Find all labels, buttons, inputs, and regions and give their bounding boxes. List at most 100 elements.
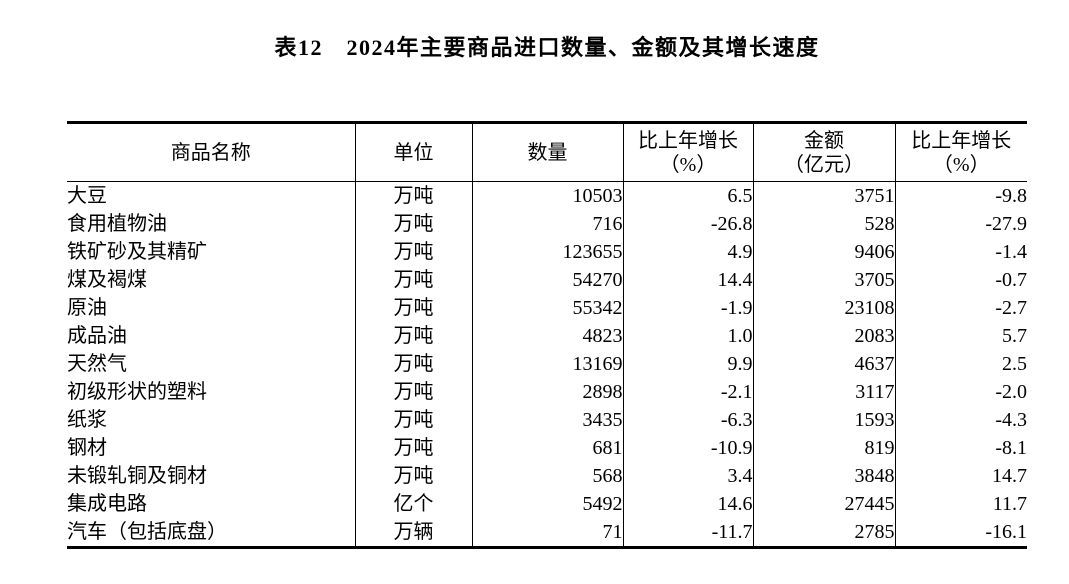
value-cell: 23108 [753,294,896,322]
commodity-name-cell: 钢材 [67,434,356,462]
commodity-name-cell: 铁矿砂及其精矿 [67,238,356,266]
value-cell: 1593 [753,406,896,434]
table-row: 纸浆 万吨 3435 -6.3 1593 -4.3 [67,406,1027,434]
table-row: 食用植物油 万吨 716 -26.8 528 -27.9 [67,210,1027,238]
value-growth-cell: -0.7 [995,269,1027,291]
quantity-growth-cell: 1.0 [623,322,754,350]
header-line: （亿元） [784,153,864,176]
col-header-commodity-name: 商品名称 [67,122,356,182]
page-title: 表12 2024年主要商品进口数量、金额及其增长速度 [274,35,820,60]
value-cell: 27445 [753,490,896,518]
unit-cell: 万吨 [355,322,473,350]
unit-cell: 万吨 [355,406,473,434]
value-growth-cell: -4.3 [995,409,1027,431]
value-cell: 2083 [753,322,896,350]
commodity-name-cell: 食用植物油 [67,210,356,238]
quantity-growth-cell: -6.3 [623,406,754,434]
quantity-cell: 2898 [472,378,624,406]
quantity-cell: 681 [472,434,624,462]
value-growth-cell: 5.7 [1002,325,1027,347]
header-line: （%） [659,153,717,176]
unit-cell: 亿个 [355,490,473,518]
quantity-cell: 54270 [472,266,624,294]
table-row: 汽车（包括底盘） 万辆 71 -11.7 2785 -16.1 [67,518,1027,548]
quantity-growth-cell: -26.8 [623,210,754,238]
quantity-growth-cell: 14.6 [623,490,754,518]
commodity-name-cell: 集成电路 [67,490,356,518]
table-row: 铁矿砂及其精矿 万吨 123655 4.9 9406 -1.4 [67,238,1027,266]
value-growth-cell: 11.7 [992,493,1027,515]
value-cell: 3117 [753,378,896,406]
header-line: 比上年增长 [911,129,1012,152]
import-commodities-table: 商品名称 单位 数量 比上年增长 （%） 金额 （亿元） 比上年增长 （%） 大豆 万… [67,121,1027,549]
table-row: 煤及褐煤 万吨 54270 14.4 3705 -0.7 [67,266,1027,294]
unit-cell: 万吨 [355,462,473,490]
quantity-cell: 10503 [472,181,624,210]
value-growth-cell: -2.7 [995,297,1027,319]
header-row: 商品名称 单位 数量 比上年增长 （%） 金额 （亿元） 比上年增长 （%） [67,122,1027,182]
quantity-growth-cell: 14.4 [623,266,754,294]
value-growth-cell: -9.8 [995,185,1027,207]
commodity-name-cell: 未锻轧铜及铜材 [67,462,356,490]
table-row: 未锻轧铜及铜材 万吨 568 3.4 3848 14.7 [67,462,1027,490]
value-cell: 2785 [753,518,896,548]
commodity-name-cell: 初级形状的塑料 [67,378,356,406]
quantity-cell: 716 [472,210,624,238]
quantity-cell: 4823 [472,322,624,350]
value-growth-cell: 14.7 [992,465,1027,487]
col-header-value: 金额 （亿元） [753,122,896,182]
unit-cell: 万吨 [355,210,473,238]
commodity-name-cell: 大豆 [67,181,356,210]
quantity-cell: 123655 [472,238,624,266]
quantity-growth-cell: 3.4 [623,462,754,490]
table-row: 原油 万吨 55342 -1.9 23108 -2.7 [67,294,1027,322]
quantity-cell: 568 [472,462,624,490]
table-row: 钢材 万吨 681 -10.9 819 -8.1 [67,434,1027,462]
table-row: 成品油 万吨 4823 1.0 2083 5.7 [67,322,1027,350]
unit-cell: 万吨 [355,181,473,210]
unit-cell: 万吨 [355,266,473,294]
value-growth-cell: -8.1 [995,437,1027,459]
commodity-name-cell: 成品油 [67,322,356,350]
col-header-unit: 单位 [355,122,473,182]
value-cell: 3705 [753,266,896,294]
table-row: 天然气 万吨 13169 9.9 4637 2.5 [67,350,1027,378]
table-row: 初级形状的塑料 万吨 2898 -2.1 3117 -2.0 [67,378,1027,406]
header-line: 单位 [393,141,434,164]
unit-cell: 万吨 [355,434,473,462]
header-line: 金额 [804,129,844,152]
commodity-name-cell: 汽车（包括底盘） [67,518,356,548]
quantity-growth-cell: 6.5 [623,181,754,210]
col-header-quantity-growth: 比上年增长 （%） [623,122,754,182]
quantity-growth-cell: -10.9 [623,434,754,462]
value-growth-cell: -27.9 [985,213,1027,235]
quantity-cell: 3435 [472,406,624,434]
commodity-name-cell: 天然气 [67,350,356,378]
quantity-growth-cell: 4.9 [623,238,754,266]
table-row: 集成电路 亿个 5492 14.6 27445 11.7 [67,490,1027,518]
value-cell: 3751 [753,181,896,210]
value-growth-cell: 2.5 [1002,353,1027,375]
commodity-name-cell: 原油 [67,294,356,322]
quantity-cell: 5492 [472,490,624,518]
unit-cell: 万吨 [355,350,473,378]
value-cell: 528 [753,210,896,238]
table-row: 大豆 万吨 10503 6.5 3751 -9.8 [67,181,1027,210]
header-line: 商品名称 [170,141,251,164]
commodity-name-cell: 纸浆 [67,406,356,434]
quantity-growth-cell: -2.1 [623,378,754,406]
header-line: （%） [932,153,990,176]
value-growth-cell: -2.0 [995,381,1027,403]
quantity-cell: 71 [472,518,624,548]
header-line: 比上年增长 [638,129,738,152]
unit-cell: 万吨 [355,378,473,406]
value-cell: 819 [753,434,896,462]
quantity-cell: 55342 [472,294,624,322]
col-header-value-growth: 比上年增长 （%） [895,122,1027,182]
header-line: 数量 [527,141,568,164]
quantity-growth-cell: 9.9 [623,350,754,378]
col-header-quantity: 数量 [472,122,624,182]
unit-cell: 万吨 [355,238,473,266]
unit-cell: 万吨 [355,294,473,322]
value-growth-cell: -16.1 [985,521,1027,543]
